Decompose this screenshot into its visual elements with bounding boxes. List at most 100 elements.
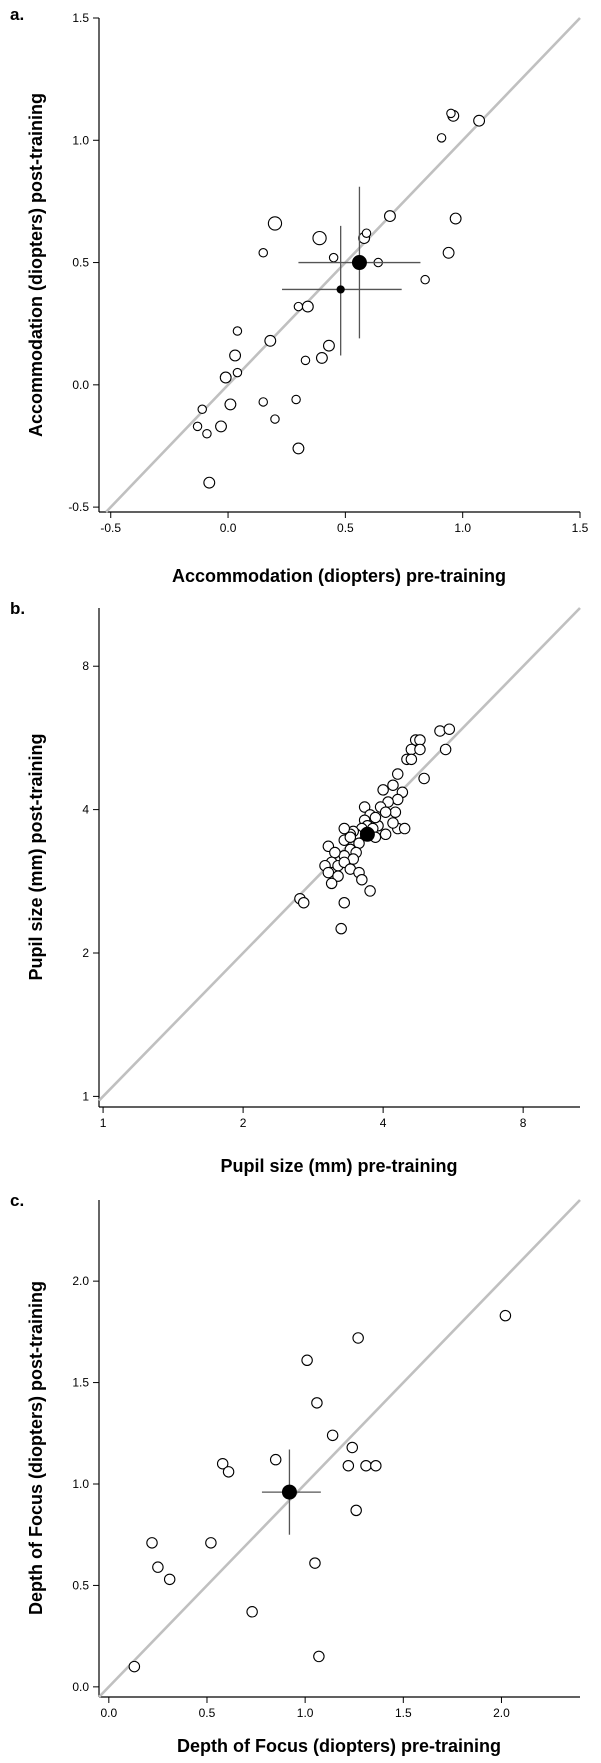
data-point [312,230,327,246]
x-tick-label: 1.5 [572,521,589,535]
data-point [346,1441,359,1454]
data-point [297,896,310,909]
data-point [246,1606,258,1618]
data-point [229,349,242,362]
data-point [389,806,402,818]
data-point [202,428,212,439]
data-point [499,1309,512,1322]
data-point [224,398,237,411]
data-point [315,351,328,364]
mean-point [351,255,367,271]
x-tick-label: 0.5 [337,521,354,535]
data-point [379,806,392,818]
data-point [369,811,382,824]
data-point [325,877,338,890]
y-tick-label: 1.5 [72,11,89,25]
data-point [301,1354,313,1367]
identity-line [105,17,581,513]
mean-point [281,1484,297,1500]
data-point [293,301,304,312]
data-point [387,817,399,829]
data-point [361,228,372,238]
data-point [391,793,404,806]
panel-label: c. [10,1191,24,1210]
x-tick-label: 1.0 [297,1706,314,1720]
panel-label: b. [10,599,25,618]
mean-point [359,826,375,842]
data-point [301,300,314,313]
data-point [383,210,396,223]
y-tick-label: -0.5 [68,500,89,514]
plot-area: -0.5 0.0 0.5 1.0 1.5 -0.5 0.0 0.5 1.0 1.5 [68,11,588,535]
data-point [192,421,203,432]
y-tick-label: 1.5 [72,1376,89,1390]
y-tick-label: 1.0 [72,1477,89,1491]
data-point [258,397,268,407]
x-tick-label: 0.0 [220,521,237,535]
data-point [364,885,376,897]
data-point [205,1537,217,1549]
x-tick-label: 2 [240,1116,247,1130]
data-point [215,420,227,433]
y-tick-label: 0.5 [72,256,89,270]
y-tick-label: 1 [82,1089,89,1103]
x-tick-label: 0.0 [100,1706,117,1720]
data-point [232,367,243,378]
data-point [338,822,351,835]
y-tick-label: 0.0 [72,1680,89,1694]
data-point [335,922,347,935]
data-point [313,1650,325,1663]
data-point [370,1459,382,1472]
panel-c: c. 0.0 0.5 1.0 1.5 2.0 0.0 0.5 1.0 1.5 2.0 Depth … [10,1191,581,1756]
data-point [398,822,411,835]
x-tick-label: 0.5 [199,1706,216,1720]
data-point [264,334,277,347]
data-point [258,248,268,258]
x-tick-label: 2.0 [493,1706,510,1720]
data-point [309,1557,321,1569]
data-point [270,414,280,424]
x-tick-label: 1.0 [454,521,471,535]
data-point [446,108,456,119]
plot-area: 0.0 0.5 1.0 1.5 2.0 0.0 0.5 1.0 1.5 2.0 [72,1199,581,1720]
data-point [332,870,344,882]
data-point [442,246,455,259]
data-point [267,216,283,231]
mean-point [336,285,345,294]
y-tick-label: 8 [82,659,89,673]
data-point [291,394,301,405]
data-point [203,476,216,489]
y-axis-title: Accommodation (diopters) post-training [26,93,46,437]
x-axis-title: Depth of Focus (diopters) pre-training [177,1736,501,1756]
y-tick-label: 0.0 [72,378,89,392]
data-point [379,828,392,841]
data-point [128,1660,141,1673]
y-tick-label: 4 [82,803,89,817]
data-point [405,753,418,766]
data-point [311,1397,323,1409]
data-point [420,274,430,285]
data-point [360,1459,372,1472]
data-point [473,114,486,127]
panel-label: a. [10,5,24,24]
data-point [439,743,452,756]
x-axis-title: Accommodation (diopters) pre-training [172,566,506,586]
data-point [358,801,371,813]
data-point [443,723,456,735]
x-tick-label: -0.5 [100,521,121,535]
data-point [197,404,207,415]
identity-line [98,1199,581,1698]
data-point [342,1459,355,1472]
data-point [222,1466,235,1478]
panel-a: a. -0.5 0.0 0.5 1.0 1.5 -0.5 0.0 0.5 1.0 1.5 Acco… [10,5,589,586]
data-point [219,371,232,384]
data-point [322,339,335,352]
data-point [434,725,446,737]
x-tick-label: 1 [100,1116,107,1130]
data-point [146,1537,158,1549]
data-point [329,846,341,859]
data-point [292,442,305,455]
